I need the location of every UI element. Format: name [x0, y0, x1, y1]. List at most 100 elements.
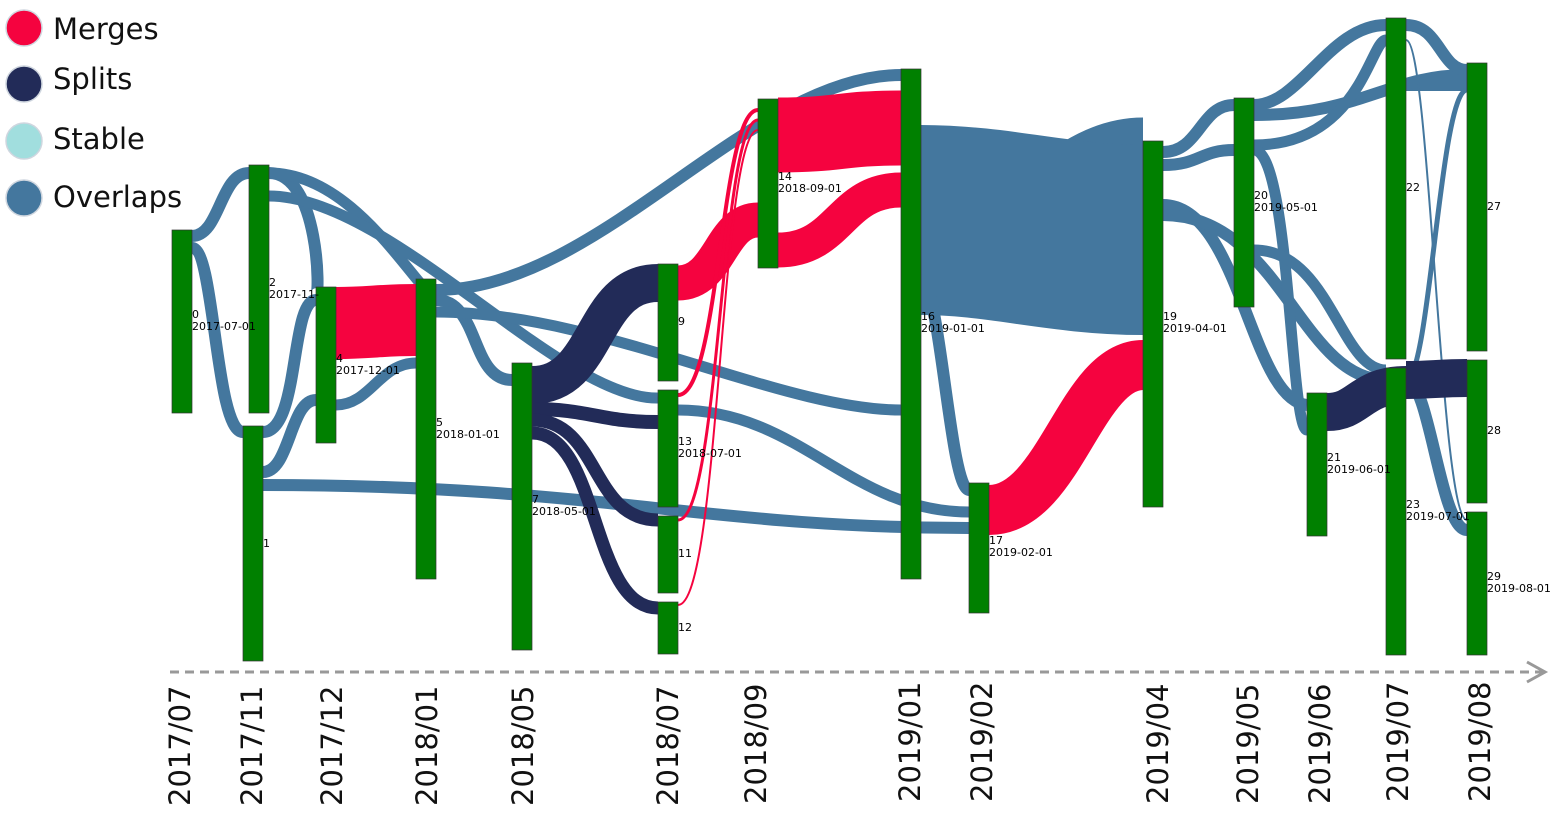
node-17[interactable]	[968, 482, 990, 614]
node-29-date: 2019-08-01	[1487, 582, 1551, 595]
axis-label: 2018/07	[651, 686, 685, 806]
link-overlap	[917, 274, 973, 496]
node-1[interactable]	[242, 425, 264, 662]
node-20[interactable]	[1233, 97, 1255, 308]
node-14[interactable]	[757, 98, 779, 269]
link-split	[531, 402, 659, 429]
link-overlap	[1251, 144, 1313, 436]
link-overlap	[1253, 69, 1468, 121]
link-overlap	[190, 167, 251, 242]
node-0[interactable]	[171, 229, 193, 414]
node-21-date: 2019-06-01	[1327, 463, 1391, 476]
legend-item-stable: Stable	[5, 122, 145, 160]
node-4[interactable]	[315, 286, 337, 444]
node-23-id: 23	[1406, 498, 1420, 511]
node-7[interactable]	[511, 362, 533, 651]
node-1-id: 1	[263, 537, 270, 550]
node-22-id: 22	[1406, 181, 1420, 194]
node-0-id: 0	[192, 308, 199, 321]
link-overlap	[261, 394, 318, 478]
node-13-date: 2018-07-01	[678, 447, 742, 460]
time-axis-labels: 2017/07 2017/11 2017/12 2018/01 2018/05 …	[163, 682, 1497, 806]
link-overlap	[435, 306, 902, 416]
link-split	[1405, 359, 1468, 399]
link-overlap	[1253, 244, 1387, 376]
axis-label: 2019/06	[1303, 684, 1337, 804]
node-19-date: 2019-04-01	[1163, 322, 1227, 335]
node-0-date: 2017-07-01	[192, 320, 256, 333]
legend-label-splits: Splits	[53, 62, 132, 96]
node-9[interactable]	[657, 263, 679, 382]
axis-label: 2018/01	[410, 686, 444, 806]
legend: Merges Splits Stable Overlaps	[5, 9, 182, 217]
node-21-id: 21	[1327, 451, 1341, 464]
legend-item-splits: Splits	[5, 62, 132, 103]
link-split	[531, 413, 659, 527]
link-overlap	[1405, 39, 1468, 521]
link-merge	[335, 284, 417, 359]
link-overlap	[335, 357, 417, 411]
node-9-id: 9	[678, 315, 685, 328]
node-11[interactable]	[657, 515, 679, 594]
node-16[interactable]	[900, 68, 922, 580]
node-5-date: 2018-01-01	[436, 428, 500, 441]
node-29-id: 29	[1487, 570, 1501, 583]
node-2-date: 2017-11-	[269, 288, 319, 301]
node-22[interactable]	[1385, 17, 1407, 360]
nodes	[171, 17, 1488, 662]
node-20-id: 20	[1254, 189, 1268, 202]
node-4-date: 2017-12-01	[336, 364, 400, 377]
time-axis-arrow-icon	[1526, 660, 1549, 684]
splits-swatch	[5, 65, 43, 103]
legend-label-stable: Stable	[53, 122, 145, 156]
node-12-id: 12	[678, 621, 692, 634]
node-17-id: 17	[989, 534, 1003, 547]
link-overlap	[189, 242, 246, 438]
node-28[interactable]	[1466, 359, 1488, 504]
link-overlap	[435, 69, 902, 296]
stable-swatch	[5, 122, 43, 160]
node-21[interactable]	[1306, 392, 1328, 537]
node-7-date: 2018-05-01	[532, 505, 596, 518]
node-labels: 0 2017-07-01 1 2 2017-11- 4 2017-12-01 5…	[192, 170, 1551, 634]
link-merge	[677, 118, 759, 522]
node-28-id: 28	[1487, 424, 1501, 437]
axis-label: 2018/05	[506, 686, 540, 806]
link-overlap	[1253, 19, 1387, 111]
legend-label-overlaps: Overlaps	[53, 180, 182, 214]
link-overlap	[1162, 209, 1387, 386]
node-17-date: 2019-02-01	[989, 546, 1053, 559]
node-27[interactable]	[1466, 62, 1488, 352]
axis-label: 2017/11	[235, 686, 269, 806]
link-merge	[677, 129, 759, 606]
node-27-id: 27	[1487, 200, 1501, 213]
node-29[interactable]	[1466, 511, 1488, 656]
node-23[interactable]	[1385, 367, 1407, 656]
node-19[interactable]	[1142, 140, 1164, 508]
axis-label: 2019/05	[1231, 684, 1265, 804]
node-13[interactable]	[657, 389, 679, 508]
link-overlap	[435, 294, 513, 386]
axis-label: 2018/09	[739, 684, 773, 804]
node-16-id: 16	[921, 310, 935, 323]
node-5[interactable]	[415, 278, 437, 580]
node-20-date: 2019-05-01	[1254, 201, 1318, 214]
axis-label: 2017/07	[163, 686, 197, 806]
node-16-date: 2019-01-01	[921, 322, 985, 335]
link-merge	[986, 340, 1147, 535]
node-13-id: 13	[678, 435, 692, 448]
node-2[interactable]	[248, 164, 270, 414]
axis-label: 2019/07	[1381, 682, 1415, 802]
link-merge	[776, 172, 903, 268]
node-12[interactable]	[657, 601, 679, 655]
link-overlap	[677, 404, 970, 518]
link-split	[530, 264, 660, 404]
legend-item-overlaps: Overlaps	[5, 179, 182, 217]
node-7-id: 7	[532, 493, 539, 506]
node-14-date: 2018-09-01	[778, 182, 842, 195]
axis-label: 2019/02	[965, 682, 999, 802]
node-19-id: 19	[1163, 310, 1177, 323]
legend-item-merges: Merges	[5, 9, 159, 47]
link-overlap	[1162, 144, 1235, 171]
